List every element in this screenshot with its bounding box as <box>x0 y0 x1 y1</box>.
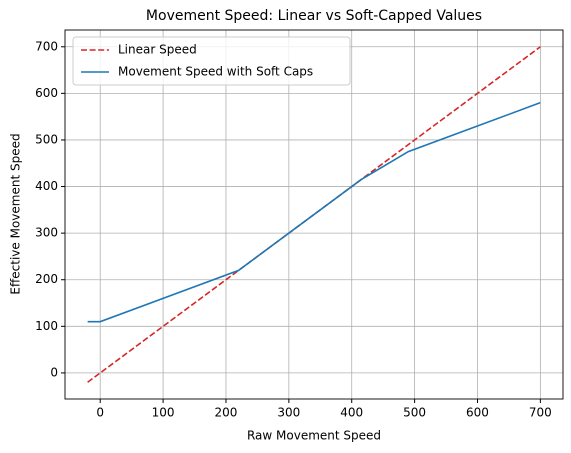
x-tick-label: 0 <box>96 406 104 420</box>
x-tick-label: 400 <box>340 406 363 420</box>
x-tick-label: 500 <box>403 406 426 420</box>
x-tick-label: 300 <box>277 406 300 420</box>
series-line <box>87 46 541 383</box>
chart-title: Movement Speed: Linear vs Soft-Capped Va… <box>146 8 482 24</box>
x-tick-label: 200 <box>215 406 238 420</box>
y-tick-label: 700 <box>35 39 58 53</box>
y-tick-label: 300 <box>35 226 58 240</box>
y-tick-label: 0 <box>50 365 58 379</box>
plot-frame <box>64 29 564 400</box>
y-tick-label: 400 <box>35 179 58 193</box>
y-tick-label: 600 <box>35 86 58 100</box>
y-tick-label: 500 <box>35 132 58 146</box>
y-tick-label: 200 <box>35 272 58 286</box>
x-axis-label: Raw Movement Speed <box>247 429 381 443</box>
series-line <box>87 101 541 323</box>
x-tick-label: 100 <box>152 406 175 420</box>
y-axis-label: Effective Movement Speed <box>9 133 23 294</box>
legend-label: Linear Speed <box>118 43 197 57</box>
x-tick-label: 600 <box>466 406 489 420</box>
legend-label: Movement Speed with Soft Caps <box>118 65 313 79</box>
y-tick-label: 100 <box>35 319 58 333</box>
x-tick-label: 700 <box>529 406 552 420</box>
legend-box <box>72 36 351 86</box>
